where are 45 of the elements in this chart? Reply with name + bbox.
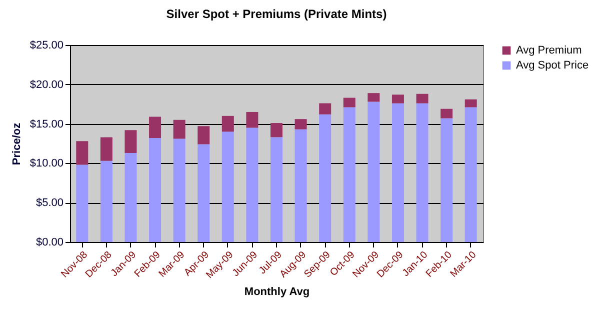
bar bbox=[198, 144, 210, 242]
y-axis-title: Price/oz bbox=[10, 122, 23, 166]
bar bbox=[222, 116, 234, 132]
bar bbox=[149, 116, 162, 138]
bar bbox=[246, 128, 258, 242]
bar bbox=[124, 152, 137, 242]
y-tick-label: $25.00 bbox=[30, 40, 64, 52]
y-tick-label: $0.00 bbox=[36, 236, 64, 248]
x-axis-title: Monthly Avg bbox=[244, 286, 310, 298]
bar bbox=[440, 108, 453, 118]
bar bbox=[198, 126, 210, 144]
legend-label: Avg Premium bbox=[516, 44, 582, 56]
bar bbox=[464, 99, 477, 108]
bar bbox=[270, 123, 282, 138]
bar bbox=[416, 94, 428, 104]
legend-label: Avg Spot Price bbox=[516, 60, 589, 72]
bar bbox=[319, 103, 332, 114]
bar bbox=[76, 141, 88, 165]
bar bbox=[368, 93, 380, 102]
bar bbox=[149, 138, 162, 242]
bar bbox=[294, 119, 307, 130]
y-tick-label: $10.00 bbox=[30, 158, 64, 170]
bar bbox=[100, 160, 112, 242]
bar bbox=[100, 137, 112, 161]
bar bbox=[343, 107, 356, 242]
bar bbox=[368, 102, 380, 242]
bar bbox=[464, 107, 477, 242]
bar bbox=[246, 112, 258, 128]
bar bbox=[392, 94, 404, 104]
chart-title: Silver Spot + Premiums (Private Mints) bbox=[166, 7, 387, 21]
y-tick-label: $20.00 bbox=[30, 78, 64, 91]
bar bbox=[392, 103, 404, 242]
bar bbox=[76, 164, 88, 242]
bar bbox=[173, 138, 186, 242]
bar bbox=[319, 114, 332, 242]
y-tick-label: $15.00 bbox=[30, 118, 64, 130]
bar bbox=[343, 98, 356, 108]
bar bbox=[440, 118, 453, 242]
bar bbox=[173, 120, 186, 139]
bar bbox=[270, 137, 282, 242]
bar bbox=[294, 129, 307, 242]
bar bbox=[222, 132, 234, 242]
bar bbox=[124, 130, 137, 153]
y-tick-label: $5.00 bbox=[36, 197, 64, 210]
bar bbox=[416, 103, 428, 242]
